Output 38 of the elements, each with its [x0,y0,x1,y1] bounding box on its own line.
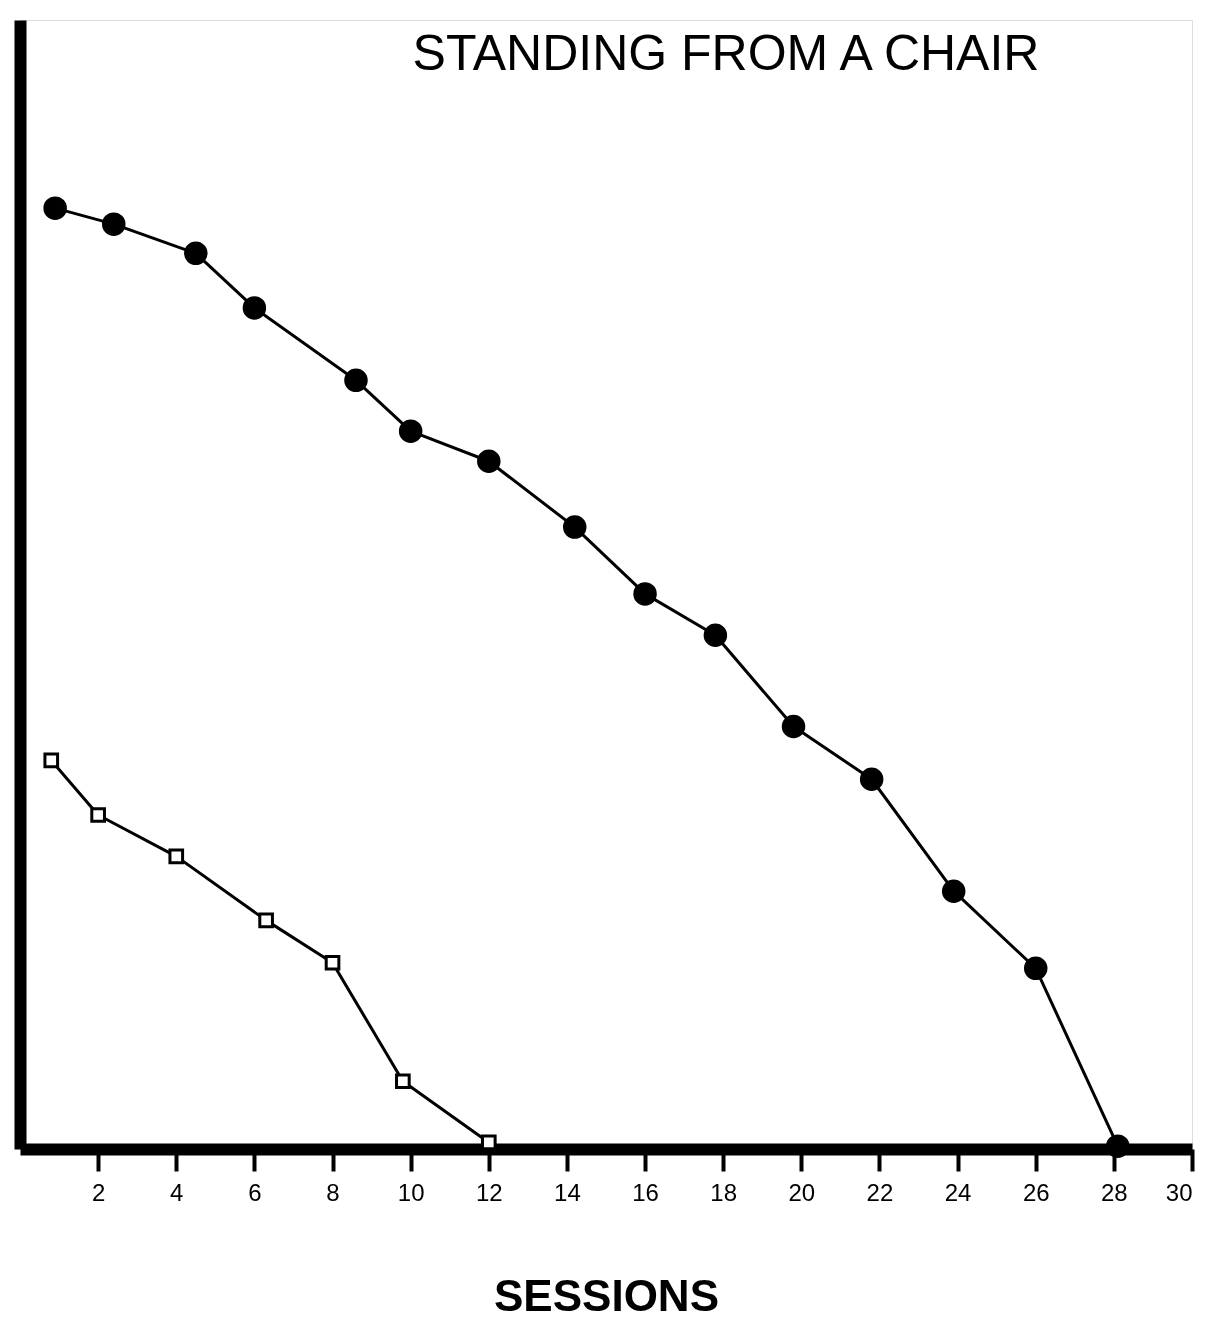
point [43,752,60,769]
x-tick-label: 26 [1022,1178,1050,1206]
point [90,807,106,823]
x-axis-title: SESSIONS [494,1270,719,1320]
x-tick-label: 22 [866,1178,894,1206]
point [703,623,728,648]
x-tick-label: 8 [326,1178,340,1206]
point [1106,1134,1130,1158]
point [395,1073,411,1090]
point [398,419,423,443]
point [344,368,368,393]
x-tick-label: 10 [397,1178,425,1206]
x-tick-label: 18 [710,1178,738,1206]
point [563,515,587,539]
point [781,714,806,739]
x-tick-label: 2 [91,1178,106,1206]
point [184,241,208,266]
x-tick-label: 12 [475,1178,503,1206]
point [477,449,501,473]
point [102,212,126,236]
chart-title: STANDING FROM A CHAIR [412,25,1040,81]
point [258,912,274,929]
point [1023,956,1048,981]
point [168,848,185,865]
point [242,296,267,320]
x-tick-label: 28 [1101,1178,1128,1206]
point [324,954,341,971]
point [43,196,67,220]
x-tick-label: 20 [788,1178,816,1206]
x-tick-label: 30 [1165,1178,1193,1206]
x-tick-label: 4 [170,1178,184,1206]
x-tick-label: 14 [554,1178,581,1206]
point [941,879,966,903]
point [859,767,884,791]
x-tick-label: 16 [632,1178,659,1206]
x-tick-label: 6 [248,1178,262,1206]
point [633,582,657,606]
x-tick-label: 24 [944,1178,972,1206]
